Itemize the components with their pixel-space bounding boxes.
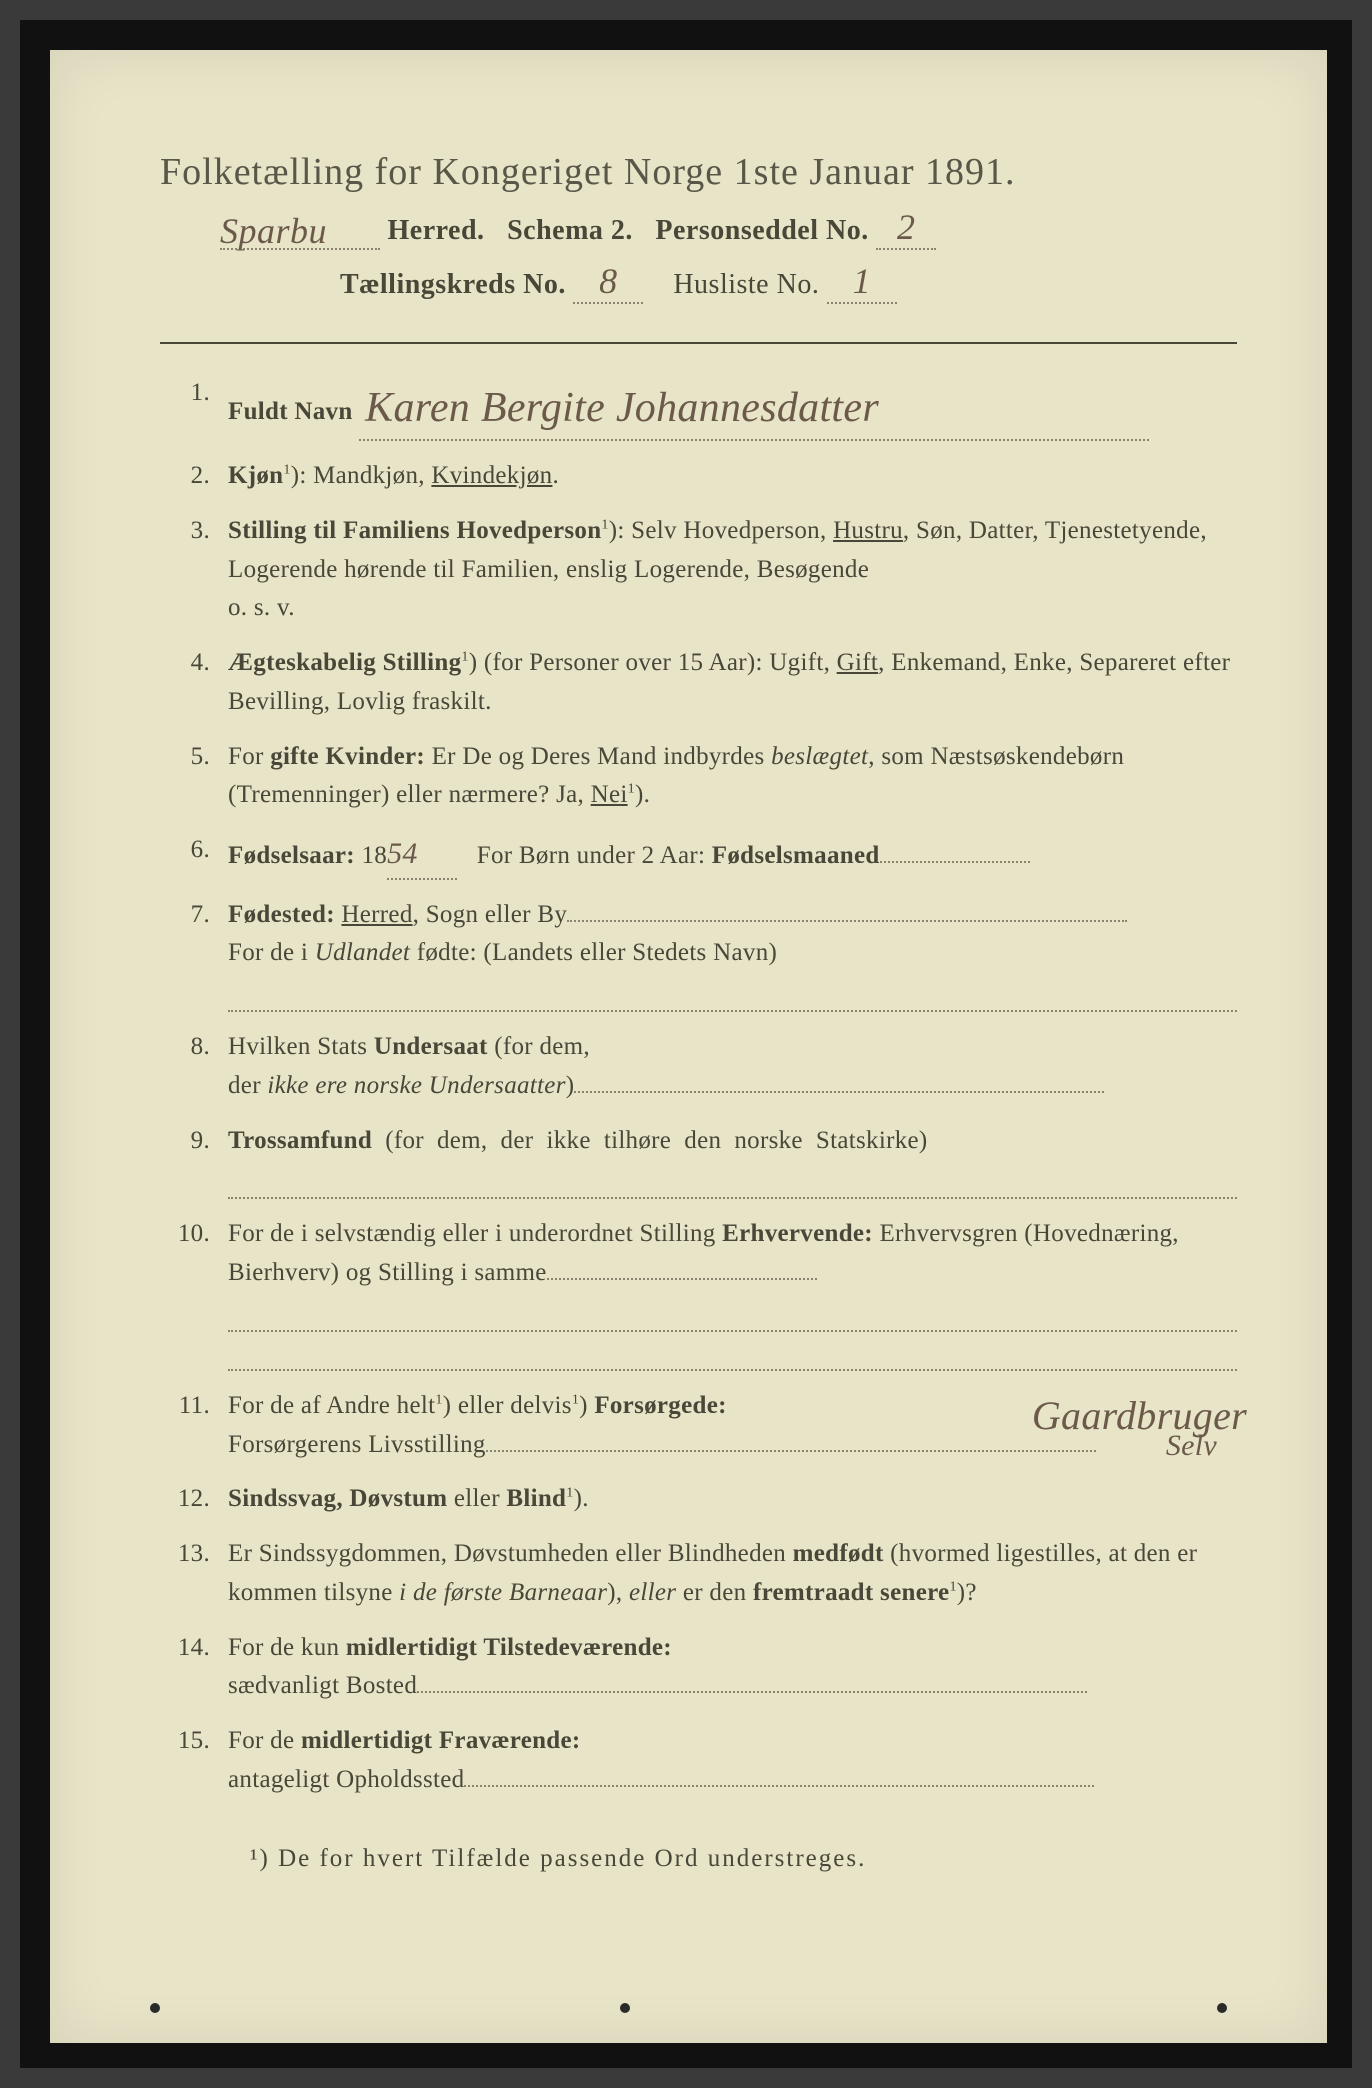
item-num: 5. bbox=[160, 738, 228, 816]
pin-mark bbox=[1217, 2003, 1227, 2013]
main-title: Folketælling for Kongeriget Norge 1ste J… bbox=[160, 150, 1237, 194]
item-num: 13. bbox=[160, 1535, 228, 1613]
kreds-label: Tællingskreds No. bbox=[340, 269, 566, 300]
pin-mark bbox=[150, 2003, 160, 2013]
item-num: 12. bbox=[160, 1480, 228, 1519]
item-9-label: Trossamfund bbox=[228, 1127, 372, 1154]
item-2: 2. Kjøn1): Mandkjøn, Kvindekjøn. bbox=[160, 457, 1237, 496]
item-11-line2: Forsørgerens Livsstilling bbox=[228, 1431, 486, 1458]
personseddel-label: Personseddel No. bbox=[655, 215, 868, 246]
item-7: 7. Fødested: Herred, Sogn eller By For d… bbox=[160, 896, 1237, 1013]
item-6-label: Fødselsaar: bbox=[228, 842, 355, 869]
item-num: 10. bbox=[160, 1215, 228, 1371]
item-num: 9. bbox=[160, 1122, 228, 1200]
item-12-label: Sindssvag, Døvstum bbox=[228, 1485, 447, 1512]
item-1: 1. Fuldt Navn Karen Bergite Johannesdatt… bbox=[160, 374, 1237, 441]
husliste-no-hand: 1 bbox=[853, 260, 872, 302]
item-num: 15. bbox=[160, 1722, 228, 1800]
year-hand: 54 bbox=[387, 837, 418, 870]
schema-label: Schema 2. bbox=[507, 215, 633, 246]
item-num: 11. bbox=[160, 1387, 228, 1465]
item-12: 12. Sindssvag, Døvstum eller Blind1). bbox=[160, 1480, 1237, 1519]
item-4: 4. Ægteskabelig Stilling1) (for Personer… bbox=[160, 644, 1237, 722]
item-7-line2: For de i Udlandet fødte: (Landets eller … bbox=[228, 939, 777, 966]
item-6-suffix: For Børn under 2 Aar: Fødselsmaaned bbox=[477, 842, 880, 869]
item-num: 2. bbox=[160, 457, 228, 496]
footnote: ¹) De for hvert Tilfælde passende Ord un… bbox=[160, 1845, 1237, 1873]
item-11-hand2: Selv bbox=[1166, 1423, 1217, 1470]
herred-label: Herred. bbox=[388, 215, 485, 246]
item-10: 10. For de i selvstændig eller i underor… bbox=[160, 1215, 1237, 1371]
item-num: 1. bbox=[160, 374, 228, 441]
item-13: 13. Er Sindssygdommen, Døvstumheden elle… bbox=[160, 1535, 1237, 1613]
herred-handwritten: Sparbu bbox=[220, 210, 327, 252]
item-num: 7. bbox=[160, 896, 228, 1013]
item-14: 14. For de kun midlertidigt Tilstedevære… bbox=[160, 1629, 1237, 1707]
item-8: 8. Hvilken Stats Undersaat (for dem, der… bbox=[160, 1028, 1237, 1106]
item-num: 8. bbox=[160, 1028, 228, 1106]
item-1-label: Fuldt Navn bbox=[228, 398, 353, 425]
header-block: Folketælling for Kongeriget Norge 1ste J… bbox=[160, 150, 1237, 344]
item-5: 5. For gifte Kvinder: Er De og Deres Man… bbox=[160, 738, 1237, 816]
item-14-line2: sædvanligt Bosted bbox=[228, 1672, 417, 1699]
item-3: 3. Stilling til Familiens Hovedperson1):… bbox=[160, 512, 1237, 628]
kreds-no-hand: 8 bbox=[599, 260, 618, 302]
item-7-label: Fødested: bbox=[228, 901, 335, 928]
page-frame: Folketælling for Kongeriget Norge 1ste J… bbox=[20, 20, 1352, 2068]
header-row-herred: Sparbu Herred. Schema 2. Personseddel No… bbox=[160, 206, 1237, 250]
item-num: 4. bbox=[160, 644, 228, 722]
item-num: 14. bbox=[160, 1629, 228, 1707]
header-row-kreds: Tællingskreds No. 8 Husliste No. 1 bbox=[160, 260, 1237, 304]
husliste-label: Husliste No. bbox=[673, 269, 819, 300]
document-paper: Folketælling for Kongeriget Norge 1ste J… bbox=[50, 50, 1327, 2043]
item-15: 15. For de midlertidigt Fraværende: anta… bbox=[160, 1722, 1237, 1800]
item-num: 6. bbox=[160, 831, 228, 880]
personseddel-no-hand: 2 bbox=[897, 206, 916, 248]
items-list: 1. Fuldt Navn Karen Bergite Johannesdatt… bbox=[160, 374, 1237, 1800]
item-11: 11. For de af Andre helt1) eller delvis1… bbox=[160, 1387, 1237, 1465]
item-1-hand: Karen Bergite Johannesdatter bbox=[365, 376, 879, 441]
item-6: 6. Fødselsaar: 1854 For Børn under 2 Aar… bbox=[160, 831, 1237, 880]
pin-mark bbox=[620, 2003, 630, 2013]
year-prefix: 18 bbox=[361, 842, 387, 869]
item-15-line2: antageligt Opholdssted bbox=[228, 1766, 464, 1793]
item-9: 9. Trossamfund (for dem, der ikke tilhør… bbox=[160, 1122, 1237, 1200]
item-num: 3. bbox=[160, 512, 228, 628]
